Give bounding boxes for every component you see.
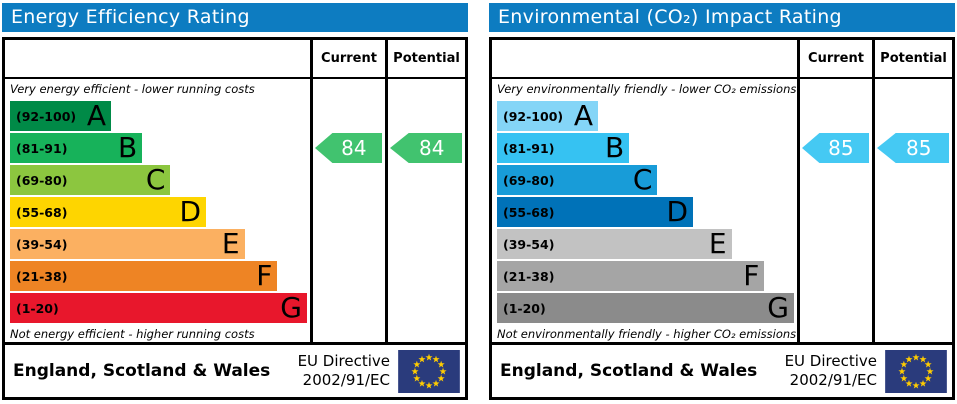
current-column: 84 [310,79,385,342]
band-letter: G [767,291,789,324]
band-letter: F [743,259,760,292]
eu-directive-line2: 2002/91/EC [302,371,390,389]
band-letter: A [86,99,106,132]
table-footer: England, Scotland & Wales EU Directive 2… [492,342,952,397]
band-row-g: (1-20) G [10,293,307,323]
current-column-header: Current [310,40,385,79]
region-label: England, Scotland & Wales [13,361,271,381]
eu-flag-icon [885,349,947,393]
band-letter: D [179,195,202,228]
band-range: (55-68) [16,204,68,220]
top-caption: Very energy efficient - lower running co… [10,82,255,96]
band-range: (92-100) [503,108,564,124]
band-row-e: (39-54) E [497,229,732,259]
current-column-header: Current [797,40,872,79]
current-rating-arrow: 84 [315,133,382,163]
eu-directive-label: EU Directive 2002/91/EC [785,352,877,390]
environmental-impact-panel: Environmental (CO₂) Impact Rating Curren… [489,3,955,400]
eu-directive-line1: EU Directive [784,352,877,371]
band-letter: D [666,195,689,228]
bottom-caption: Not environmentally friendly - higher CO… [497,327,797,341]
band-range: (55-68) [503,204,555,220]
band-area: Very environmentally friendly - lower CO… [492,79,797,342]
band-range: (1-20) [16,300,59,316]
band-range: (21-38) [16,268,68,284]
band-letter: F [256,259,273,292]
band-range: (81-91) [16,140,68,156]
band-range: (69-80) [16,172,68,188]
eu-directive-line2: 2002/91/EC [789,371,877,389]
potential-rating-arrow: 85 [877,133,949,163]
band-letter: C [145,163,166,196]
band-letter: A [573,99,593,132]
band-letter: B [117,131,138,164]
band-area: Very energy efficient - lower running co… [5,79,310,342]
band-range: (39-54) [503,236,555,252]
band-row-f: (21-38) F [497,259,765,292]
panel-title: Energy Efficiency Rating [11,6,250,28]
band-letter: E [708,227,727,260]
current-rating-arrow: 85 [802,133,869,163]
band-range: (21-38) [503,268,555,284]
band-row-e: (39-54) E [10,229,245,259]
panel-title-bar: Energy Efficiency Rating [2,3,468,32]
band-row-d: (55-68) D [10,195,207,228]
eu-flag-icon [398,349,460,393]
current-rating-value: 84 [341,136,367,160]
band-range: (69-80) [503,172,555,188]
potential-column-header: Potential [872,40,952,79]
potential-rating-arrow: 84 [390,133,462,163]
current-rating-value: 85 [828,136,854,160]
band-range: (1-20) [503,300,546,316]
potential-rating-value: 84 [419,136,445,160]
band-letter: G [280,291,302,324]
region-label: England, Scotland & Wales [500,361,758,381]
rating-table: Current Potential Very environmentally f… [489,37,955,400]
table-header-spacer [5,40,310,79]
eu-directive-line1: EU Directive [297,352,390,371]
top-caption: Very environmentally friendly - lower CO… [497,82,797,96]
band-row-g: (1-20) G [497,293,794,323]
band-row-b: (81-91) B [497,131,630,164]
band-range: (92-100) [16,108,77,124]
rating-table: Current Potential Very energy efficient … [2,37,468,400]
potential-rating-value: 85 [906,136,932,160]
eu-directive-label: EU Directive 2002/91/EC [298,352,390,390]
potential-column-header: Potential [385,40,465,79]
energy-efficiency-panel: Energy Efficiency Rating Current Potenti… [2,3,468,400]
band-row-d: (55-68) D [497,195,694,228]
band-letter: E [221,227,240,260]
band-range: (39-54) [16,236,68,252]
band-range: (81-91) [503,140,555,156]
potential-column: 84 [385,79,465,342]
band-letter: C [632,163,653,196]
band-row-c: (69-80) C [497,163,658,196]
band-row-f: (21-38) F [10,259,278,292]
band-row-a: (92-100) A [497,101,598,131]
current-column: 85 [797,79,872,342]
band-row-a: (92-100) A [10,101,111,131]
panel-title: Environmental (CO₂) Impact Rating [498,6,842,28]
bottom-caption: Not energy efficient - higher running co… [10,327,255,341]
potential-column: 85 [872,79,952,342]
table-header-spacer [492,40,797,79]
panel-title-bar: Environmental (CO₂) Impact Rating [489,3,955,32]
band-row-b: (81-91) B [10,131,143,164]
band-letter: B [604,131,625,164]
band-row-c: (69-80) C [10,163,171,196]
table-footer: England, Scotland & Wales EU Directive 2… [5,342,465,397]
